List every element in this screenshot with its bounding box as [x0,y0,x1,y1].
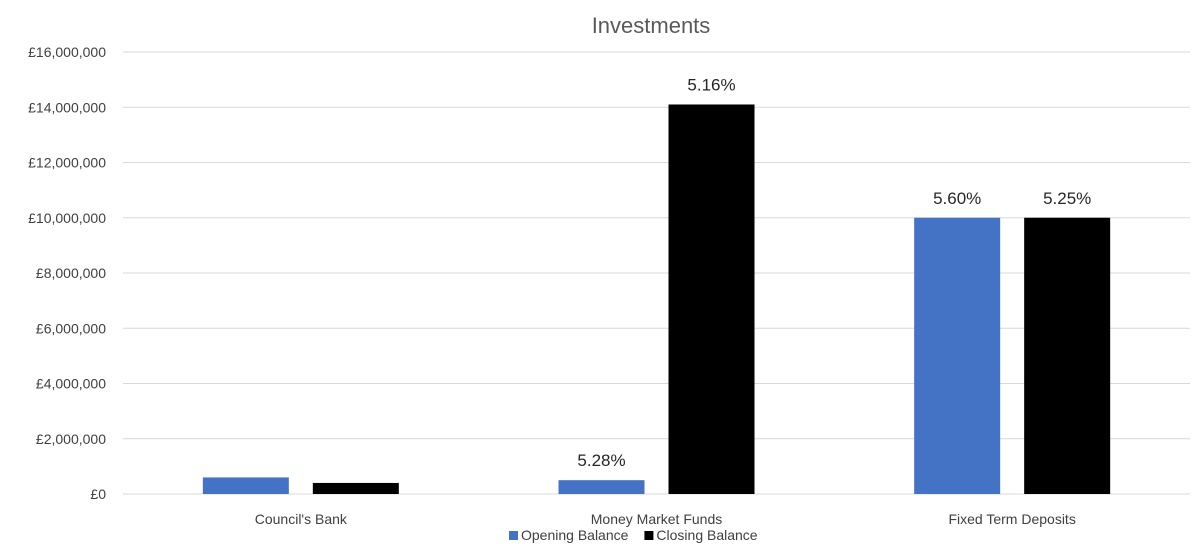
x-tick-label: Money Market Funds [591,511,723,527]
x-axis: Council's Bank Money Market Funds Fixed Te… [255,511,1076,527]
data-label: 5.28% [577,451,625,470]
x-tick-label: Fixed Term Deposits [948,511,1075,527]
bar-closing-2 [1024,217,1111,494]
bars [202,104,1111,495]
y-tick-label: £12,000,000 [28,155,106,171]
data-label: 5.16% [687,75,735,94]
chart-title: Investments [592,13,711,38]
y-tick-label: £16,000,000 [28,44,106,60]
y-tick-label: £2,000,000 [36,431,106,447]
bar-closing-0 [312,482,399,494]
y-tick-label: £14,000,000 [28,99,106,115]
bar-opening-0 [202,477,289,494]
y-tick-label: £6,000,000 [36,320,106,336]
gridlines [123,51,1190,495]
bar-closing-1 [668,104,755,495]
bar-opening-2 [914,217,1001,494]
bar-opening-1 [558,480,645,494]
data-label: 5.25% [1043,189,1091,208]
legend: Opening Balance Closing Balance [509,527,758,543]
x-tick-label: Council's Bank [255,511,348,527]
legend-label: Opening Balance [521,527,629,543]
y-tick-label: £8,000,000 [36,265,106,281]
y-axis: £0 £2,000,000 £4,000,000 £6,000,000 £8,000,0… [28,44,106,502]
legend-swatch [644,531,654,540]
data-labels: 5.28% 5.16% 5.60% 5.25% [577,75,1091,470]
legend-label: Closing Balance [656,527,757,543]
y-tick-label: £0 [90,486,106,502]
y-tick-label: £4,000,000 [36,376,106,392]
legend-swatch [509,531,518,540]
data-label: 5.60% [933,189,981,208]
y-tick-label: £10,000,000 [28,210,106,226]
